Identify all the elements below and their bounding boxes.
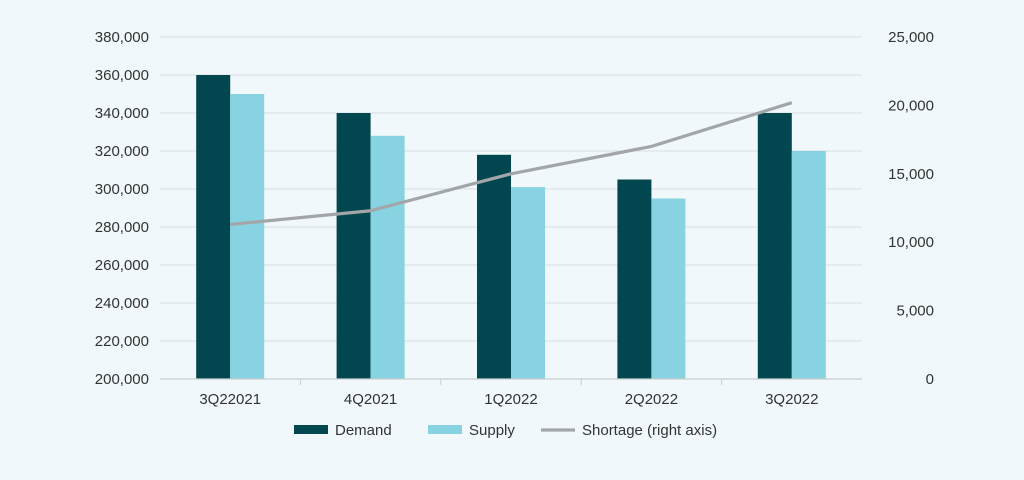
x-axis-tick-label: 3Q22021 [199,391,261,408]
y-axis-tick-label: 340,000 [95,105,149,122]
x-axis-tick-label: 4Q2021 [344,391,397,408]
y-axis-tick-label: 280,000 [95,219,149,236]
y-axis-tick-label: 260,000 [95,257,149,274]
bar-demand-1 [337,113,371,379]
bar-demand-4 [758,113,792,379]
y2-axis-tick-label: 10,000 [888,234,934,251]
bar-supply-4 [792,151,826,379]
y2-axis-tick-label: 15,000 [888,166,934,183]
legend-swatch-supply [428,425,462,434]
y2-axis-tick-label: 20,000 [888,97,934,114]
x-axis-tick-label: 1Q2022 [484,391,537,408]
bar-supply-0 [230,94,264,379]
x-axis-tick-label: 3Q2022 [765,391,818,408]
bar-demand-2 [477,155,511,379]
y2-axis-tick-label: 25,000 [888,29,934,46]
x-axis-tick-label: 2Q2022 [625,391,678,408]
bar-demand-0 [196,75,230,379]
bar-supply-2 [511,187,545,379]
y-axis-tick-label: 380,000 [95,29,149,46]
y-axis-tick-label: 320,000 [95,143,149,160]
y2-axis-tick-label: 0 [926,371,934,388]
legend-label-demand: Demand [335,422,392,439]
legend-swatch-demand [294,425,328,434]
y-axis-tick-label: 240,000 [95,295,149,312]
bar-supply-1 [371,136,405,379]
bar-supply-3 [651,199,685,380]
legend-label-shortage-right-axis: Shortage (right axis) [582,422,717,439]
y-axis-tick-label: 300,000 [95,181,149,198]
legend-label-supply: Supply [469,422,515,439]
y-axis-tick-label: 360,000 [95,67,149,84]
legend: Demand Supply Shortage (right axis) [294,422,717,439]
y2-axis-tick-label: 5,000 [896,303,934,320]
y-axis-tick-label: 200,000 [95,371,149,388]
y-axis-tick-label: 220,000 [95,333,149,350]
bar-demand-3 [617,180,651,380]
